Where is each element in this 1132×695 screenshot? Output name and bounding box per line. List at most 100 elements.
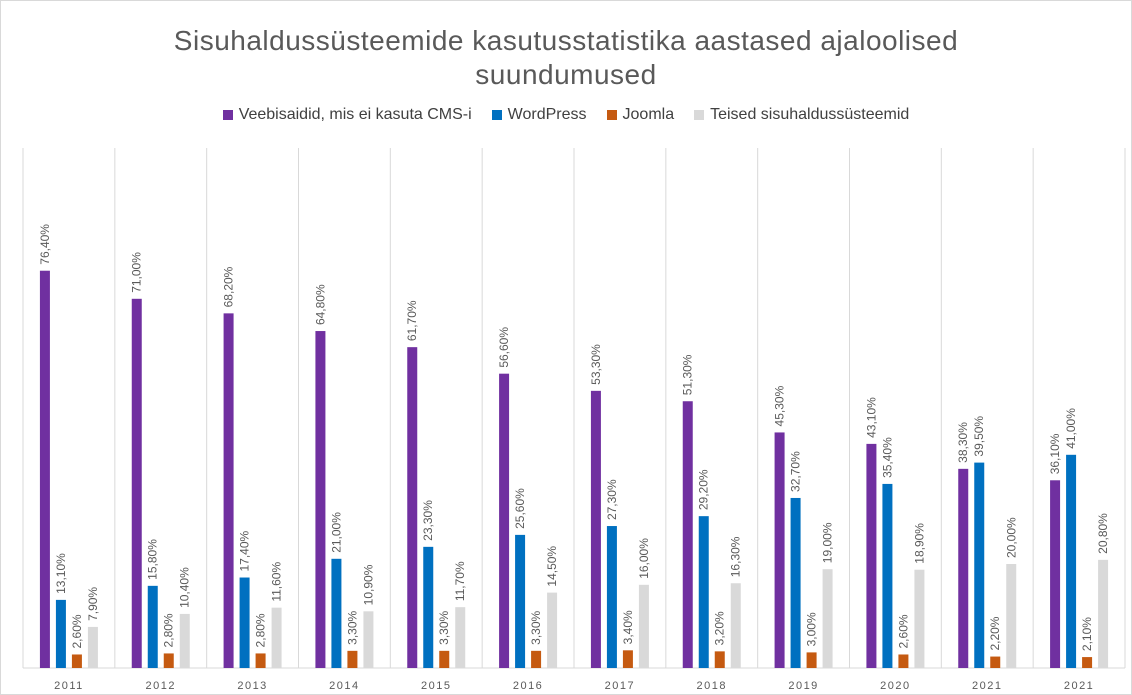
data-label: 71,00% [130, 252, 144, 293]
x-tick-label: 2017 [605, 680, 635, 692]
bar [1098, 559, 1109, 668]
bar [990, 656, 1001, 668]
data-label: 3,30% [345, 610, 359, 644]
x-tick-label: 2018 [697, 680, 727, 692]
bar [271, 607, 282, 668]
data-label: 19,00% [821, 522, 835, 563]
bar [806, 652, 817, 668]
bar [590, 390, 601, 668]
bar [882, 483, 893, 668]
bar [974, 462, 985, 668]
bar [179, 613, 190, 668]
data-label: 56,60% [497, 327, 511, 368]
bar [55, 599, 66, 668]
data-label: 11,70% [453, 561, 467, 601]
data-label: 11,60% [270, 562, 284, 602]
bar [790, 497, 801, 668]
bar [147, 585, 158, 668]
data-label: 61,70% [405, 300, 419, 341]
data-label: 3,30% [437, 610, 451, 644]
data-label: 10,40% [178, 567, 192, 608]
bar [499, 373, 510, 668]
x-tick-label: 2013 [237, 680, 267, 692]
data-label: 21,00% [329, 512, 343, 553]
legend-label: WordPress [507, 106, 587, 123]
data-label: 43,10% [864, 397, 878, 438]
data-label: 68,20% [222, 266, 236, 307]
data-label: 64,80% [313, 284, 327, 325]
data-label: 20,80% [1096, 513, 1110, 554]
data-label: 17,40% [238, 530, 252, 571]
bar [331, 558, 342, 668]
legend-swatch [491, 110, 502, 120]
data-label: 2,80% [162, 613, 176, 647]
data-label: 3,00% [805, 612, 819, 646]
bar [423, 546, 434, 668]
bar [698, 516, 709, 668]
data-label: 36,10% [1048, 433, 1062, 474]
data-label: 45,30% [773, 385, 787, 426]
data-label: 14,50% [545, 546, 559, 587]
data-label: 41,00% [1064, 408, 1078, 449]
bar [71, 654, 82, 668]
bar [455, 607, 466, 668]
x-tick-label: 2019 [788, 680, 818, 692]
bar [39, 270, 50, 668]
bar [958, 468, 969, 668]
data-label: 16,00% [637, 538, 651, 579]
bar [131, 298, 142, 668]
data-label: 32,70% [789, 451, 803, 492]
data-label: 76,40% [38, 224, 52, 265]
legend: Veebisaidid, mis ei kasuta CMS-i WordPres… [0, 106, 1132, 124]
data-label: 20,00% [1004, 517, 1018, 558]
bar [914, 569, 925, 668]
data-label: 2,20% [988, 616, 1002, 650]
data-label: 51,30% [681, 354, 695, 395]
data-label: 15,80% [146, 539, 160, 580]
bar [622, 650, 633, 668]
data-label: 2,60% [896, 614, 910, 648]
bar [223, 313, 234, 668]
bar [682, 401, 693, 668]
bar [1050, 480, 1061, 668]
bar [515, 534, 526, 668]
legend-label: Veebisaidid, mis ei kasuta CMS-i [238, 106, 472, 123]
x-tick-label: 2016 [513, 680, 543, 692]
bar [407, 347, 418, 668]
legend-label: Teised sisuhaldussüsteemid [710, 106, 910, 123]
bar [774, 432, 785, 668]
bar [638, 584, 649, 668]
data-label: 39,50% [972, 416, 986, 457]
data-label: 7,90% [86, 587, 100, 621]
data-label: 25,60% [513, 488, 527, 529]
bar [714, 651, 725, 668]
bar [730, 583, 741, 668]
bar [1066, 454, 1077, 668]
legend-swatch [606, 110, 617, 120]
legend-swatch [694, 110, 705, 120]
legend-swatch [222, 110, 233, 120]
x-tick-label: 2014 [329, 680, 359, 692]
x-tick-label: 2012 [146, 680, 176, 692]
bar [1082, 657, 1093, 668]
data-label: 10,90% [361, 564, 375, 605]
data-label: 29,20% [697, 469, 711, 510]
data-label: 23,30% [421, 500, 435, 541]
bar [547, 592, 558, 668]
bar [255, 653, 266, 668]
bar [898, 654, 909, 668]
legend-item: WordPress [491, 106, 587, 124]
x-tick-label: 2021 [1064, 680, 1094, 692]
bar [866, 443, 877, 668]
bar [439, 650, 450, 668]
bar [822, 569, 833, 668]
data-label: 38,30% [956, 422, 970, 463]
bar [315, 331, 326, 668]
x-tick-label: 2020 [880, 680, 910, 692]
x-tick-label: 2021 [972, 680, 1002, 692]
bar [531, 650, 542, 668]
data-label: 27,30% [605, 479, 619, 520]
data-label: 35,40% [880, 437, 894, 478]
